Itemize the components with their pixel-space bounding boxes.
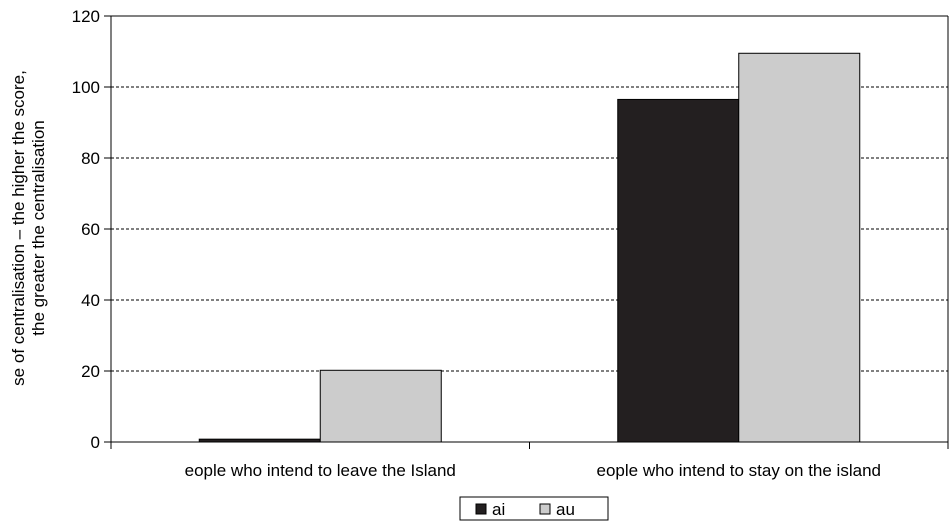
y-tick-label-120: 120 <box>72 7 100 26</box>
bar-ai-2 <box>617 98 740 443</box>
axes <box>104 15 949 449</box>
y-axis-label-line-1: se of centralisation – the higher the sc… <box>9 70 28 386</box>
legend: ai au <box>459 496 609 521</box>
bar-au-1 <box>319 369 442 443</box>
bars <box>198 52 861 443</box>
y-tick-label-60: 60 <box>81 220 100 239</box>
legend-label-ai: ai <box>492 500 505 519</box>
legend-swatch-au <box>539 503 551 515</box>
y-tick-label-100: 100 <box>72 78 100 97</box>
y-tick-label-80: 80 <box>81 149 100 168</box>
x-category-label-1: eople who intend to leave the Island <box>185 461 456 480</box>
y-axis-label: se of centralisation – the higher the sc… <box>9 70 48 386</box>
y-tick-label-40: 40 <box>81 291 100 310</box>
y-tick-labels: 0 20 40 60 80 100 120 <box>72 7 100 452</box>
x-category-label-2: eople who intend to stay on the island <box>597 461 881 480</box>
y-tick-label-0: 0 <box>91 433 100 452</box>
legend-swatch-ai <box>475 503 487 515</box>
legend-box <box>459 496 609 521</box>
y-axis-label-line-2: the greater the centralisation <box>29 120 48 335</box>
x-category-labels: eople who intend to leave the Island eopl… <box>185 461 881 480</box>
legend-label-au: au <box>556 500 575 519</box>
y-tick-label-20: 20 <box>81 362 100 381</box>
bar-au-2 <box>738 52 861 443</box>
